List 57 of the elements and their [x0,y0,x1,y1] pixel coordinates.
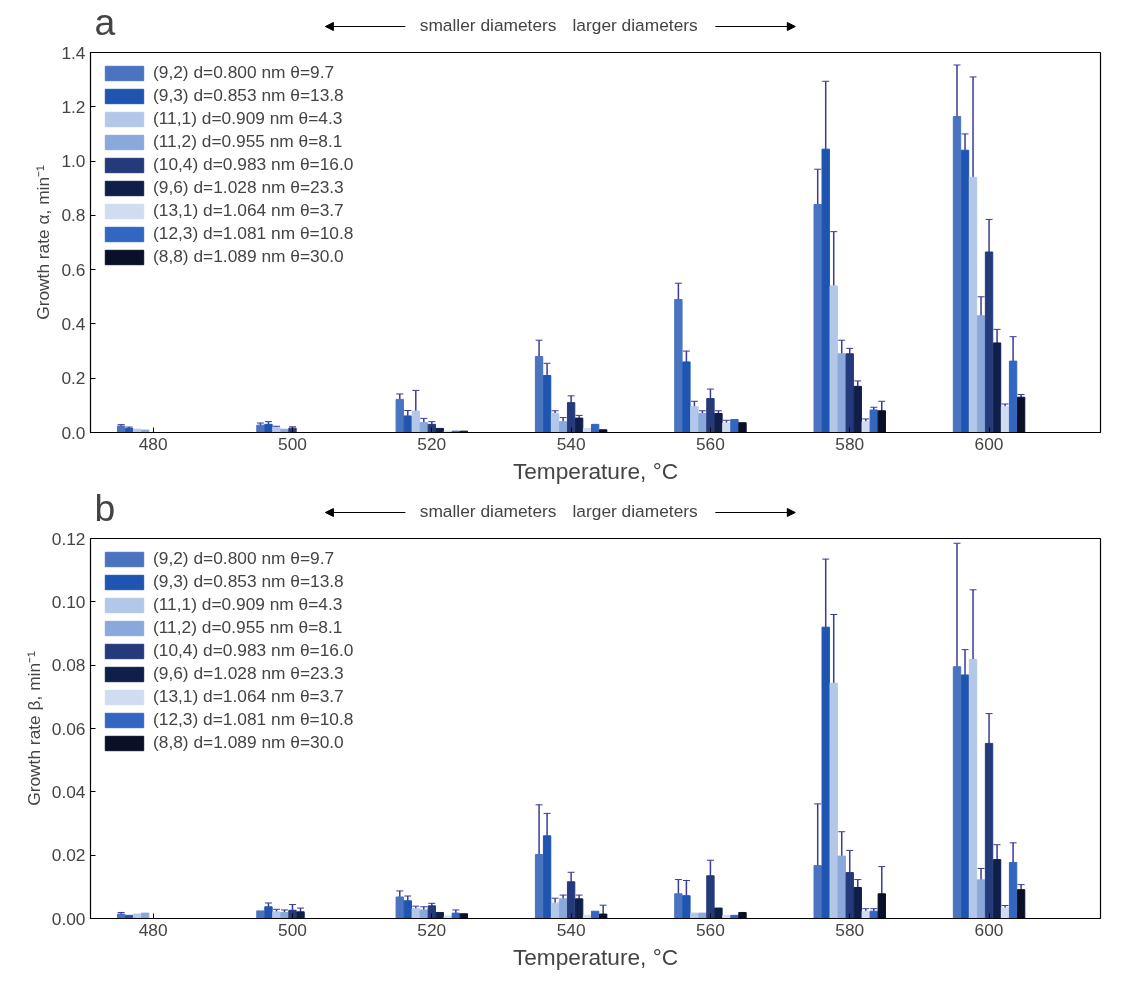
x-tick-label: 480 [138,919,168,940]
legend-label: (8,8) d=1.089 nm θ=30.0 [153,732,344,753]
y-tick-label: 0.4 [61,313,86,334]
legend-label: (13,1) d=1.064 nm θ=3.7 [153,200,344,221]
y-tick-label: 0.6 [61,259,86,280]
y-tick-label: 0.08 [51,655,86,676]
chart-title: a [94,0,116,43]
legend-label: (9,2) d=0.800 nm θ=9.7 [153,62,335,83]
legend-label: (8,8) d=1.089 nm θ=30.0 [153,246,344,267]
y-tick-label: 0.04 [51,781,86,802]
chart-title: b [94,486,116,529]
y-tick-label: 0.10 [51,591,86,612]
y-tick-label: 0.0 [61,422,86,443]
legend-label: (12,3) d=1.081 nm θ=10.8 [153,709,354,730]
legend-label: (10,4) d=0.983 nm θ=16.0 [153,640,354,661]
legend-label: (9,2) d=0.800 nm θ=9.7 [153,548,335,569]
y-tick-label: 1.0 [61,151,86,172]
y-tick-label: 1.4 [61,42,86,63]
x-tick-label: 520 [417,919,447,940]
x-tick-label: 580 [835,433,865,454]
legend-label: (11,2) d=0.955 nm θ=8.1 [153,131,343,152]
y-tick-label: 0.00 [51,908,86,929]
text: smaller diameters [419,500,557,521]
legend-label: (9,3) d=0.853 nm θ=13.8 [153,571,344,592]
x-tick-label: 560 [695,433,725,454]
x-tick-label: 580 [835,919,865,940]
y-tick-label: 0.12 [51,528,86,549]
x-tick-label: 600 [974,919,1004,940]
legend-label: (11,2) d=0.955 nm θ=8.1 [153,617,343,638]
legend-label: (9,3) d=0.853 nm θ=13.8 [153,85,344,106]
x-tick-label: 500 [278,433,307,454]
text: larger diameters [572,500,699,521]
legend-label: (11,1) d=0.909 nm θ=4.3 [153,108,343,129]
text: smaller diameters [419,14,557,35]
y-tick-label: 0.2 [61,368,86,389]
x-tick-label: 520 [417,433,447,454]
y-tick-label: 0.8 [61,205,86,226]
text: larger diameters [572,14,699,35]
y-axis-title: Growth rate α, min⁻¹ [33,164,54,320]
legend-label: (9,6) d=1.028 nm θ=23.3 [153,177,344,198]
x-tick-label: 560 [695,919,725,940]
y-axis-title: Growth rate β, min⁻¹ [23,650,44,806]
y-tick-label: 1.2 [61,96,86,117]
legend-label: (9,6) d=1.028 nm θ=23.3 [153,663,344,684]
x-tick-label: 540 [556,433,586,454]
legend-label: (13,1) d=1.064 nm θ=3.7 [153,686,344,707]
legend-label: (12,3) d=1.081 nm θ=10.8 [153,223,354,244]
x-axis-title: Temperature, °C [512,943,679,970]
y-tick-label: 0.02 [51,845,86,866]
legend-label: (10,4) d=0.983 nm θ=16.0 [153,154,354,175]
y-tick-label: 0.06 [51,718,86,739]
legend-label: (11,1) d=0.909 nm θ=4.3 [153,594,343,615]
x-tick-label: 540 [556,919,586,940]
x-tick-label: 600 [974,433,1004,454]
x-axis-title: Temperature, °C [512,457,679,484]
x-tick-label: 500 [278,919,307,940]
x-tick-label: 480 [138,433,168,454]
